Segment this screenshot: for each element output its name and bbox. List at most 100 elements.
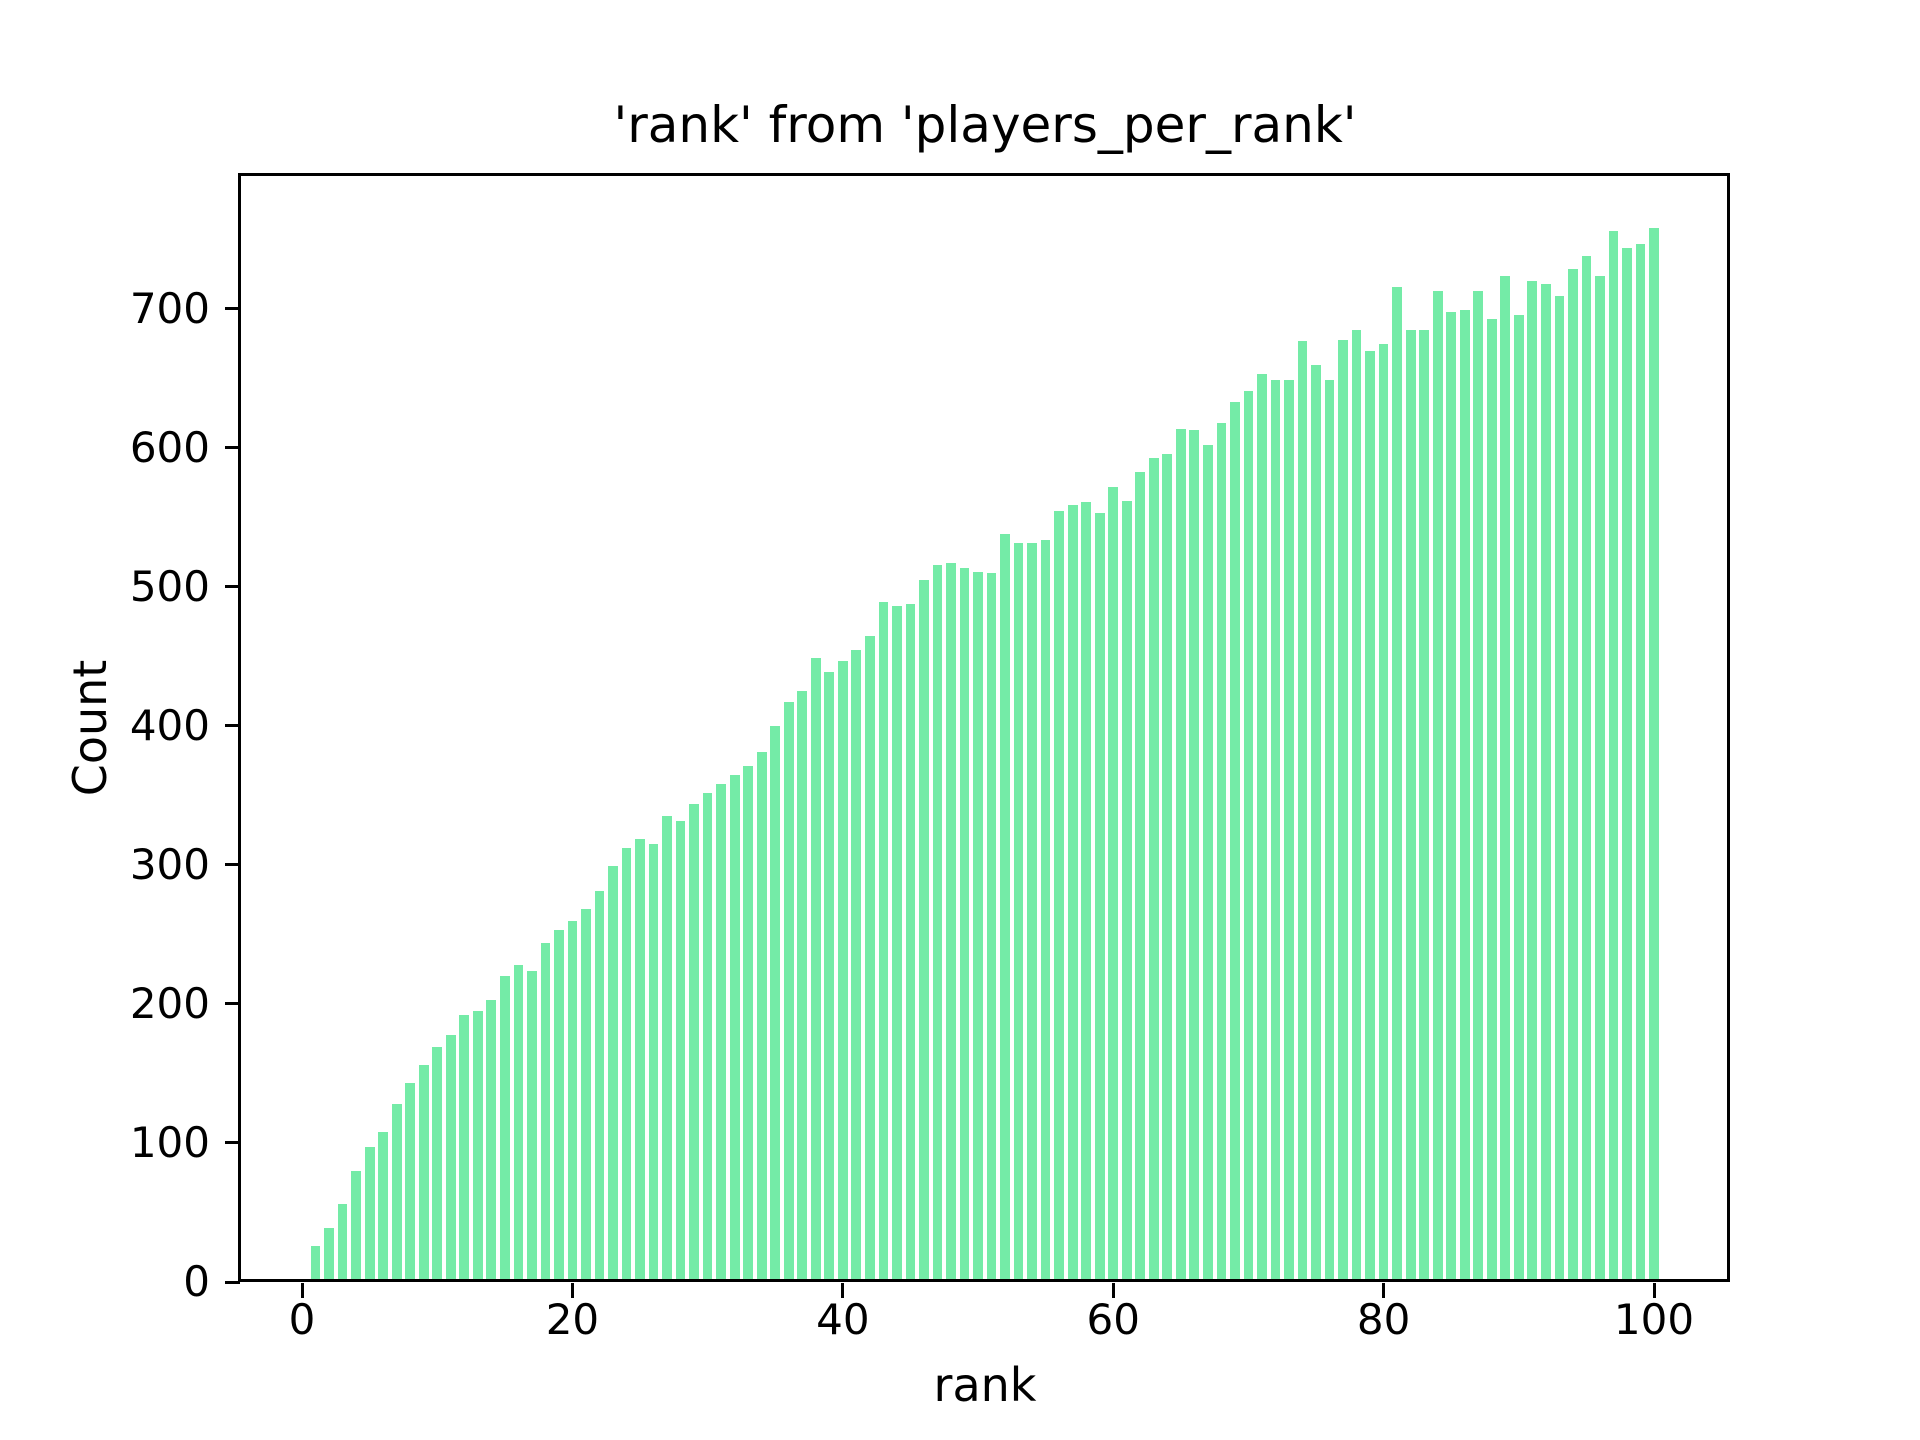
bar [1351,329,1362,1281]
bar [324,1227,334,1281]
bar [1378,343,1389,1281]
chart-title: 'rank' from 'players_per_rank' [613,96,1357,154]
y-axis-tick [225,307,240,311]
bar [405,1083,416,1281]
bar [527,970,537,1281]
bar [540,942,551,1281]
bar [459,1015,470,1281]
bar [1067,504,1078,1281]
bar [1649,228,1659,1281]
y-tick-label: 400 [129,700,210,750]
bar [1459,310,1470,1281]
bar [391,1104,402,1281]
bar [1513,314,1524,1281]
bar [1622,247,1632,1281]
y-axis-tick [225,863,240,867]
bar [1230,402,1240,1281]
bar [1121,500,1132,1281]
bar [1568,268,1578,1281]
y-axis-tick [225,1141,240,1145]
bar [770,725,781,1281]
bar [905,603,916,1281]
bar [1446,311,1457,1281]
y-tick-label: 500 [129,561,210,611]
x-tick-label: 40 [816,1295,870,1344]
bar [364,1147,375,1281]
bar [1365,350,1375,1281]
bar [1540,283,1551,1281]
bar [743,766,754,1281]
bar [702,792,713,1281]
bar [1243,391,1254,1281]
bar [1108,486,1119,1281]
bar [797,691,808,1281]
bar [810,657,821,1281]
y-axis-tick [225,585,240,589]
bar [783,702,794,1281]
bar [1405,329,1416,1281]
bar [445,1034,456,1281]
x-axis-tick [1652,1283,1656,1298]
bar [1595,275,1605,1281]
bar [1635,243,1646,1281]
x-tick-label: 80 [1356,1295,1411,1344]
bar [689,803,699,1281]
bar [1148,457,1159,1281]
y-axis-tick [225,1002,240,1006]
bar [1473,290,1484,1281]
x-tick-label: 20 [545,1295,600,1344]
bar [472,1010,483,1281]
bar [1581,256,1592,1281]
bar [1054,510,1064,1281]
bar [986,573,997,1281]
bar [865,635,875,1281]
bar [729,774,740,1281]
x-axis-tick [1111,1283,1115,1298]
bar [946,563,956,1281]
bar [1554,296,1565,1281]
bar [594,891,605,1281]
bar [959,567,970,1281]
x-axis-tick [570,1283,574,1298]
bar [1135,471,1146,1281]
bar [378,1131,389,1281]
bar [418,1065,429,1281]
bar [1311,364,1321,1281]
bar [635,838,645,1281]
bar [554,930,564,1281]
y-tick-label: 300 [129,839,210,889]
bar [621,848,632,1281]
y-tick-label: 100 [129,1117,210,1167]
bar [337,1204,348,1281]
bar [1013,542,1024,1281]
bar [648,844,659,1281]
bar [1094,513,1105,1281]
y-axis-tick [225,724,240,728]
bar [1324,379,1335,1281]
x-axis-tick [841,1283,845,1298]
bar [1527,281,1538,1281]
bar [1162,453,1173,1281]
bar [837,660,848,1281]
bar [1297,340,1308,1281]
bar [513,965,524,1281]
bar [1175,428,1186,1281]
bar [675,820,686,1281]
x-tick-label: 100 [1613,1295,1695,1344]
y-tick-label: 600 [129,422,210,472]
bar [756,752,767,1281]
bar [1284,379,1294,1281]
bar [1486,318,1497,1281]
bar [824,671,835,1281]
bar [919,580,929,1281]
y-axis-tick [225,446,240,450]
bar [1027,542,1037,1281]
bar [486,999,497,1281]
y-tick-label: 700 [129,283,210,333]
x-tick-label: 0 [288,1295,316,1344]
bar [1081,502,1092,1281]
bar [1000,534,1010,1281]
bar [932,564,943,1281]
x-axis-tick [300,1283,304,1298]
bar [662,816,672,1281]
